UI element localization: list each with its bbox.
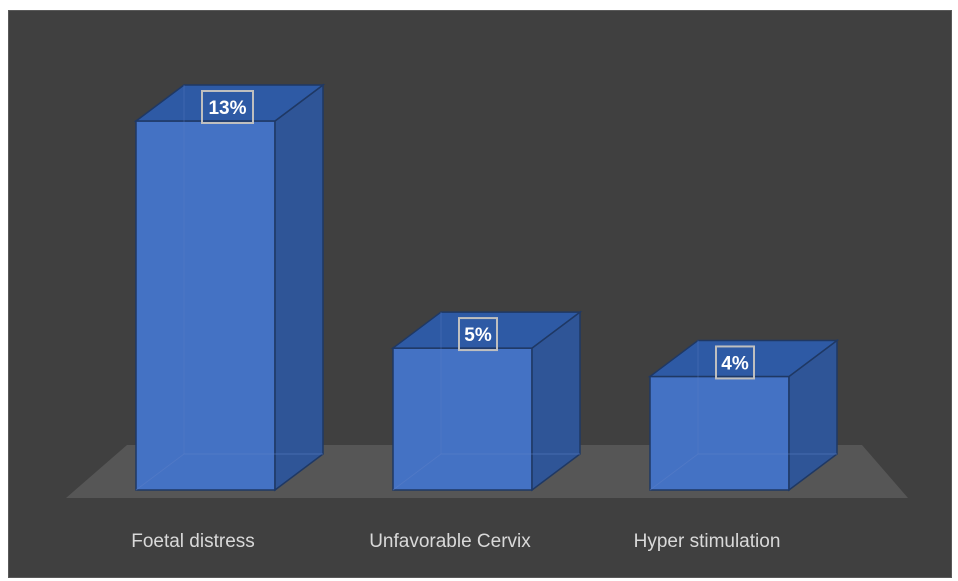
bar-back-edge-unfavorable-cervix: [392, 453, 580, 491]
data-label-foetal-distress: 13%: [201, 90, 254, 124]
bar-foetal-distress: [133, 83, 326, 492]
data-label-box-foetal-distress: [201, 90, 254, 124]
bar-unfavorable-cervix: [390, 310, 583, 492]
bar-back-edge-foetal-distress: [135, 453, 323, 491]
data-label-unfavorable-cervix: 5%: [458, 317, 498, 352]
bar-back-edge-hyper-stimulation: [649, 453, 837, 491]
bar-top-foetal-distress: [133, 84, 326, 122]
data-label-text-foetal-distress: 13%: [208, 98, 246, 119]
bar-top-hyper-stimulation: [647, 339, 840, 378]
data-label-box-hyper-stimulation: [715, 345, 755, 380]
data-label-text-unfavorable-cervix: 5%: [464, 325, 492, 346]
data-label-hyper-stimulation: 4%: [715, 345, 755, 380]
bars-layer: [133, 83, 840, 492]
bar-front-unfavorable-cervix: [392, 347, 533, 491]
category-label-hyper-stimulation: Hyper stimulation: [634, 531, 781, 552]
bar-front-foetal-distress: [135, 120, 276, 491]
labels-layer: 13% 5% 4%: [201, 90, 755, 380]
category-label-unfavorable-cervix: Unfavorable Cervix: [369, 531, 531, 552]
category-label-foetal-distress: Foetal distress: [131, 531, 255, 552]
data-label-text-hyper-stimulation: 4%: [721, 353, 749, 374]
bar-side-foetal-distress: [274, 83, 324, 492]
category-axis: Foetal distress Unfavorable Cervix Hyper s…: [131, 531, 780, 552]
bar-top-unfavorable-cervix: [390, 311, 583, 349]
bar-front-hyper-stimulation: [649, 375, 790, 491]
data-label-box-unfavorable-cervix: [458, 317, 498, 352]
bar-hyper-stimulation: [647, 338, 840, 492]
